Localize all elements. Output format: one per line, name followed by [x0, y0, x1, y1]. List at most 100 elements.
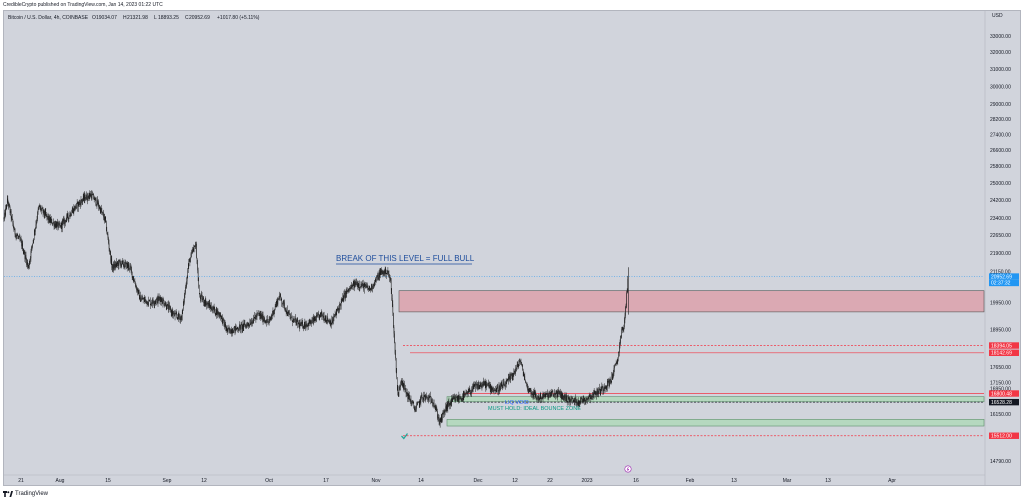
- candle-body: [192, 249, 194, 252]
- candle-body: [544, 394, 545, 395]
- candle-body: [581, 397, 582, 399]
- candle-body: [577, 402, 578, 405]
- candle-body: [25, 255, 26, 259]
- candle-body: [222, 318, 224, 324]
- candle-body: [367, 285, 368, 288]
- candle-body: [562, 393, 564, 396]
- candle-body: [579, 402, 580, 404]
- zone-resistance: [398, 290, 985, 313]
- candle-body: [513, 374, 514, 377]
- candle-body: [103, 217, 105, 221]
- candle-body: [196, 243, 197, 259]
- candle-body: [109, 248, 110, 252]
- candle-body: [477, 385, 479, 390]
- candle-body: [450, 401, 452, 404]
- candle-body: [236, 328, 237, 330]
- candle-body: [615, 363, 616, 365]
- candle-body: [585, 399, 586, 401]
- candle-body: [519, 360, 521, 362]
- candle-body: [57, 222, 58, 224]
- candle-body: [244, 323, 246, 327]
- candle-body: [240, 323, 242, 330]
- candle-body: [400, 380, 402, 385]
- candle-body: [625, 306, 626, 316]
- candle-body: [221, 316, 222, 319]
- candle-body: [575, 397, 576, 400]
- candle-body: [283, 301, 284, 305]
- candle-body: [442, 413, 443, 421]
- candle-body: [143, 298, 144, 300]
- time-tick-label: Nov: [372, 478, 381, 484]
- candle-body: [405, 388, 407, 394]
- candle-body: [379, 271, 381, 278]
- candle-body: [205, 299, 206, 305]
- candle-body: [566, 395, 567, 402]
- candle-body: [202, 297, 204, 300]
- candle-body: [172, 311, 173, 315]
- candle-body: [65, 220, 66, 223]
- candle-body: [516, 367, 517, 369]
- candle-body: [606, 387, 608, 389]
- candle-body: [94, 197, 95, 200]
- candle-body: [617, 361, 618, 363]
- candle-body: [232, 331, 233, 334]
- price-tick-label: 23400.00: [990, 216, 1011, 222]
- candle-body: [108, 243, 110, 249]
- chart-frame[interactable]: [3, 10, 1021, 486]
- candle-body: [21, 240, 22, 247]
- candle-body: [530, 388, 532, 393]
- candle-body: [139, 295, 141, 300]
- candle-body: [294, 317, 296, 320]
- candle-body: [564, 394, 565, 401]
- candle-body: [604, 386, 606, 390]
- candle-body: [290, 317, 292, 319]
- candle-body: [498, 385, 500, 391]
- candle-body: [422, 397, 424, 400]
- candle-body: [164, 304, 166, 306]
- candle-body: [375, 280, 377, 282]
- candle-body: [502, 385, 503, 389]
- candle-body: [455, 396, 457, 401]
- candle-body: [138, 290, 139, 292]
- candle-body: [502, 382, 504, 386]
- candle-body: [5, 205, 7, 208]
- candle-body: [17, 235, 18, 237]
- candle-body: [333, 317, 334, 322]
- candle-body: [486, 383, 487, 388]
- candle-body: [435, 408, 436, 410]
- candle-body: [253, 315, 254, 321]
- tradingview-logo[interactable]: TradingView: [3, 491, 48, 497]
- candle-body: [540, 395, 542, 400]
- candle-body: [554, 392, 555, 395]
- price-tick-label: 27400.00: [990, 132, 1011, 138]
- candle-body: [132, 276, 133, 278]
- candle-body: [555, 393, 557, 397]
- candle-body: [169, 306, 171, 309]
- price-axis[interactable]: USD 33000.00 32000.00 31000.00 30000.00 29000…: [984, 11, 1019, 485]
- candle-body: [599, 387, 601, 394]
- time-tick-label: 17: [323, 478, 329, 484]
- candle-body: [469, 389, 470, 392]
- candle-body: [508, 377, 509, 382]
- candle-body: [309, 320, 310, 327]
- candle-body: [304, 322, 305, 327]
- candle-body: [207, 303, 208, 305]
- time-axis[interactable]: 21 Aug 15 Sep 12 Oct 17 Nov 14 Dec 12 22 2023 16 Feb 13…: [4, 474, 985, 484]
- time-tick-label: Apr: [888, 478, 896, 484]
- zone-support-lower: [446, 419, 985, 427]
- candle-body: [595, 393, 597, 397]
- candle-body: [9, 204, 10, 207]
- candle-body: [34, 231, 35, 239]
- candle-body: [166, 303, 167, 309]
- candle-body: [442, 413, 444, 415]
- candle-body: [218, 313, 220, 315]
- candle-body: [538, 396, 539, 401]
- candle-body: [88, 197, 89, 199]
- candle-body: [300, 323, 301, 326]
- candle-body: [335, 314, 336, 316]
- candle-body: [563, 396, 565, 401]
- candle-body: [285, 311, 287, 313]
- candle-body: [319, 314, 320, 319]
- candle-body: [168, 305, 170, 310]
